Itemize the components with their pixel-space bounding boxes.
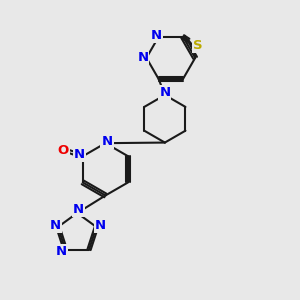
Text: N: N xyxy=(101,135,112,148)
Text: S: S xyxy=(193,39,203,52)
Text: N: N xyxy=(74,148,85,161)
Text: N: N xyxy=(50,219,61,232)
Text: N: N xyxy=(159,86,170,99)
Text: N: N xyxy=(73,203,84,216)
Text: N: N xyxy=(151,29,162,42)
Text: N: N xyxy=(95,219,106,232)
Text: O: O xyxy=(57,144,68,157)
Text: N: N xyxy=(56,244,67,258)
Text: N: N xyxy=(137,51,148,64)
